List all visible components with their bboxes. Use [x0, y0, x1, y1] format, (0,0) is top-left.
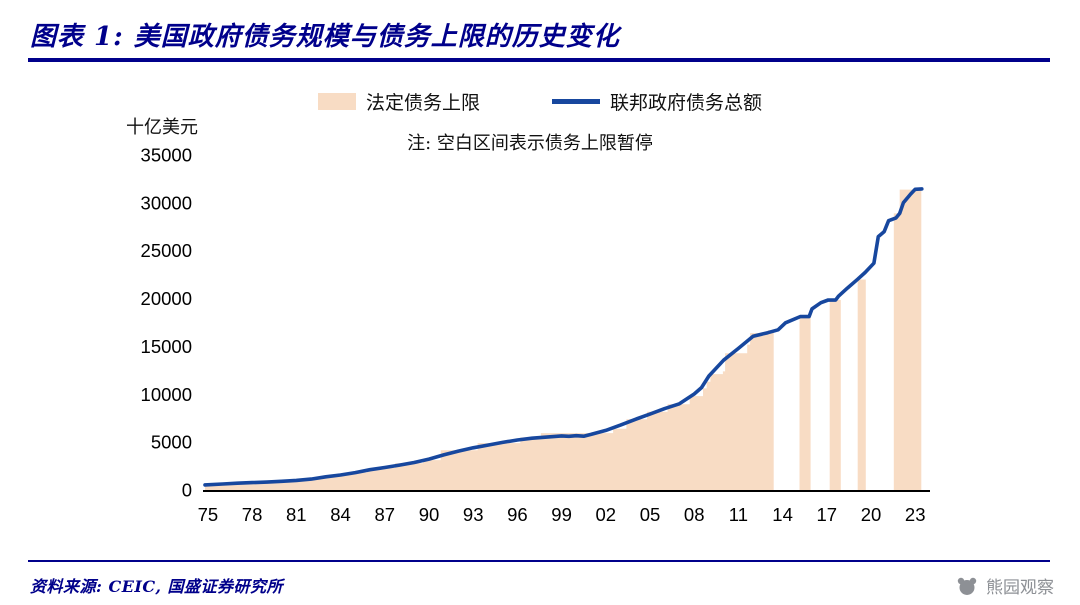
figure-title: 图表 1: 美国政府债务规模与债务上限的历史变化	[30, 22, 620, 52]
x-tick-label: 02	[596, 504, 617, 525]
x-tick-label: 99	[551, 504, 572, 525]
x-tick-label: 20	[861, 504, 882, 525]
legend-item-ceiling: 法定债务上限	[317, 88, 480, 115]
x-tick-label: 78	[242, 504, 263, 525]
watermark-text: 熊园观察	[986, 578, 1054, 598]
watermark: 熊园观察	[955, 573, 1054, 598]
legend-label-ceiling: 法定债务上限	[365, 92, 480, 114]
source-note: 资料来源: CEIC, 国盛证券研究所	[30, 577, 283, 596]
title-divider	[28, 58, 1050, 62]
x-tick-label: 08	[684, 504, 705, 525]
x-tick-label: 23	[905, 504, 926, 525]
y-tick-label: 5000	[151, 432, 192, 453]
x-tick-label: 14	[772, 504, 793, 525]
y-tick-label: 25000	[141, 240, 192, 261]
debt-total-line	[203, 187, 924, 487]
x-tick-label: 84	[330, 504, 351, 525]
ceiling-area-swatch-icon	[317, 93, 356, 110]
ceiling-area-segment	[829, 300, 841, 490]
x-tick-label: 87	[375, 504, 396, 525]
x-tick-label: 93	[463, 504, 484, 525]
y-tick-label: 30000	[141, 192, 192, 213]
y-tick-label: 35000	[141, 145, 192, 166]
footer-divider	[28, 560, 1050, 562]
chart-legend: 法定债务上限 联邦政府债务总额	[140, 88, 940, 115]
y-tick-label: 10000	[141, 384, 192, 405]
chart-note: 注: 空白区间表示债务上限暂停	[407, 133, 653, 154]
debt-ceiling-chart: 0 5000 10000 15000 20000 25000 30000 35000 75 78 8…	[141, 145, 930, 525]
y-tick-label: 20000	[141, 288, 192, 309]
legend-item-debt: 联邦政府债务总额	[552, 88, 762, 115]
y-tick-label: 0	[182, 480, 192, 501]
bear-logo-icon	[957, 577, 977, 595]
x-tick-label: 75	[198, 504, 219, 525]
x-tick-label: 11	[729, 504, 748, 525]
legend-label-debt: 联邦政府债务总额	[610, 92, 763, 114]
ceiling-area-segment	[799, 316, 811, 490]
debt-line-swatch-icon	[552, 99, 600, 104]
x-tick-label: 90	[419, 504, 440, 525]
x-tick-label: 05	[640, 504, 661, 525]
ceiling-area-segment	[857, 279, 866, 490]
ceiling-area-segment	[205, 330, 774, 490]
x-tick-label: 96	[507, 504, 528, 525]
y-tick-label: 15000	[141, 336, 192, 357]
x-tick-label: 17	[817, 504, 838, 525]
ceiling-area-segment	[893, 189, 922, 490]
y-axis-unit-label: 十亿美元	[126, 117, 198, 138]
x-tick-label: 81	[286, 504, 307, 525]
